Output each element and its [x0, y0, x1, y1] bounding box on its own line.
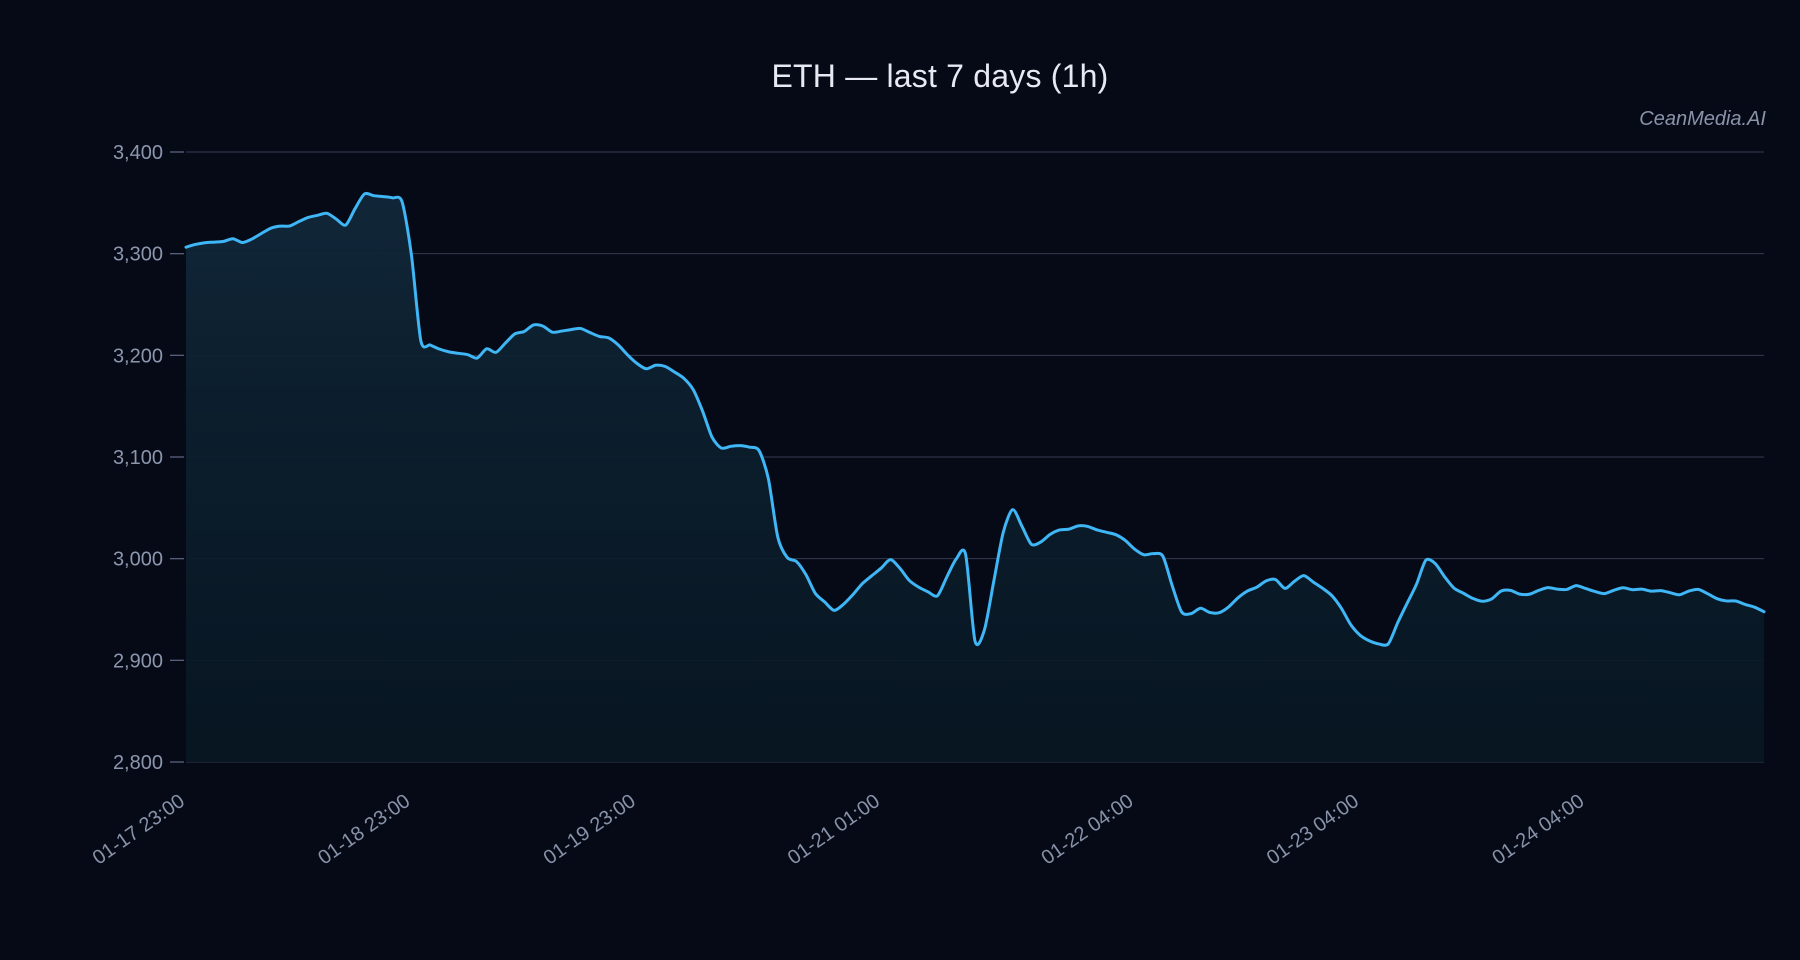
svg-text:01-17 23:00: 01-17 23:00 — [89, 790, 189, 869]
svg-text:3,000: 3,000 — [113, 549, 163, 571]
svg-text:01-19 23:00: 01-19 23:00 — [540, 790, 640, 869]
svg-text:3,400: 3,400 — [113, 142, 163, 164]
svg-text:2,900: 2,900 — [113, 650, 163, 672]
svg-text:2,800: 2,800 — [113, 752, 163, 774]
svg-text:01-23 04:00: 01-23 04:00 — [1263, 790, 1363, 869]
svg-text:01-18 23:00: 01-18 23:00 — [314, 790, 414, 869]
svg-text:3,200: 3,200 — [113, 345, 163, 367]
svg-text:3,300: 3,300 — [113, 244, 163, 266]
svg-text:01-21 01:00: 01-21 01:00 — [784, 790, 884, 869]
svg-text:01-22 04:00: 01-22 04:00 — [1037, 790, 1137, 869]
svg-text:01-24 04:00: 01-24 04:00 — [1488, 790, 1588, 869]
svg-text:3,100: 3,100 — [113, 447, 163, 469]
